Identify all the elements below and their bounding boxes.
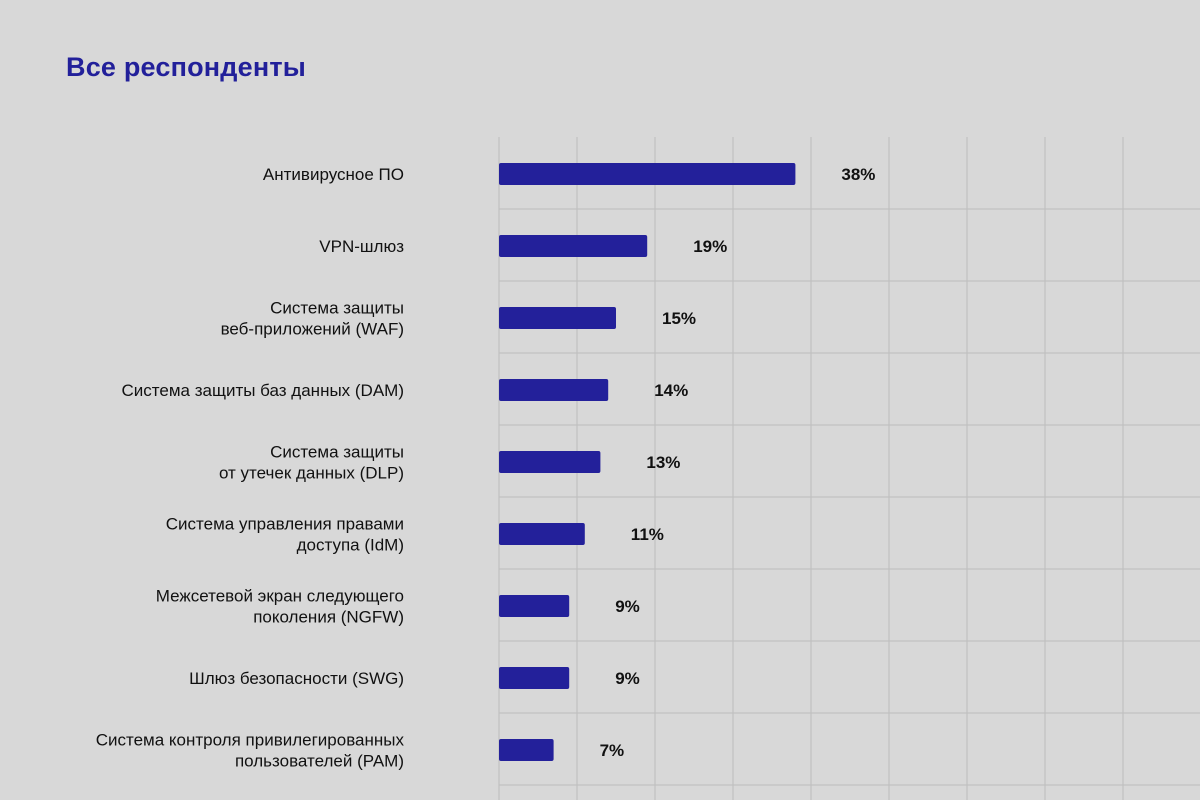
- category-label-line: Система контроля привилегированных: [96, 731, 405, 750]
- category-label-line: пользователей (PAM): [235, 752, 404, 771]
- bar: [499, 235, 648, 257]
- value-label: 9%: [615, 669, 640, 688]
- bar: [499, 379, 609, 401]
- category-label-line: доступа (IdM): [297, 536, 404, 555]
- value-label: 15%: [662, 309, 696, 328]
- category-label-line: веб-приложений (WAF): [221, 320, 404, 339]
- bar: [499, 523, 585, 545]
- category-label: Система управления правами доступа (IdM): [166, 515, 404, 555]
- category-label-line: поколения (NGFW): [253, 608, 404, 627]
- value-label: 11%: [631, 525, 664, 544]
- bar: [499, 739, 554, 761]
- category-label: VPN-шлюз: [319, 237, 404, 256]
- category-label: Шлюз безопасности (SWG): [189, 669, 404, 688]
- category-label-line: Шлюз безопасности (SWG): [189, 669, 404, 688]
- category-label: Система контроля привилегированных пользо…: [96, 731, 405, 771]
- category-label: Межсетевой экран следующего поколения (NG…: [156, 587, 404, 627]
- bar: [499, 451, 601, 473]
- bar: [499, 667, 570, 689]
- category-label: Система защиты от утечек данных (DLP): [219, 443, 404, 483]
- category-label-line: Антивирусное ПО: [263, 165, 404, 184]
- category-label-line: Система управления правами: [166, 515, 404, 534]
- value-label: 9%: [615, 597, 640, 616]
- value-label: 38%: [841, 165, 875, 184]
- category-label-line: от утечек данных (DLP): [219, 464, 404, 483]
- grid: [498, 137, 1200, 800]
- category-label-line: VPN-шлюз: [319, 237, 404, 256]
- category-label-line: Система защиты: [270, 443, 404, 462]
- category-label: Антивирусное ПО: [263, 165, 404, 184]
- value-label: 14%: [654, 381, 688, 400]
- bar: [499, 163, 796, 185]
- value-label: 19%: [693, 237, 727, 256]
- category-label: Система защиты баз данных (DAM): [122, 381, 404, 400]
- value-label: 13%: [646, 453, 680, 472]
- chart-title: Все респонденты: [66, 52, 307, 82]
- category-label-line: Система защиты: [270, 299, 404, 318]
- category-label-line: Система защиты баз данных (DAM): [122, 381, 404, 400]
- bar: [499, 595, 570, 617]
- category-label: Система защиты веб-приложений (WAF): [221, 299, 404, 339]
- bar: [499, 307, 616, 329]
- value-label: 7%: [600, 741, 625, 760]
- category-label-line: Межсетевой экран следующего: [156, 587, 404, 606]
